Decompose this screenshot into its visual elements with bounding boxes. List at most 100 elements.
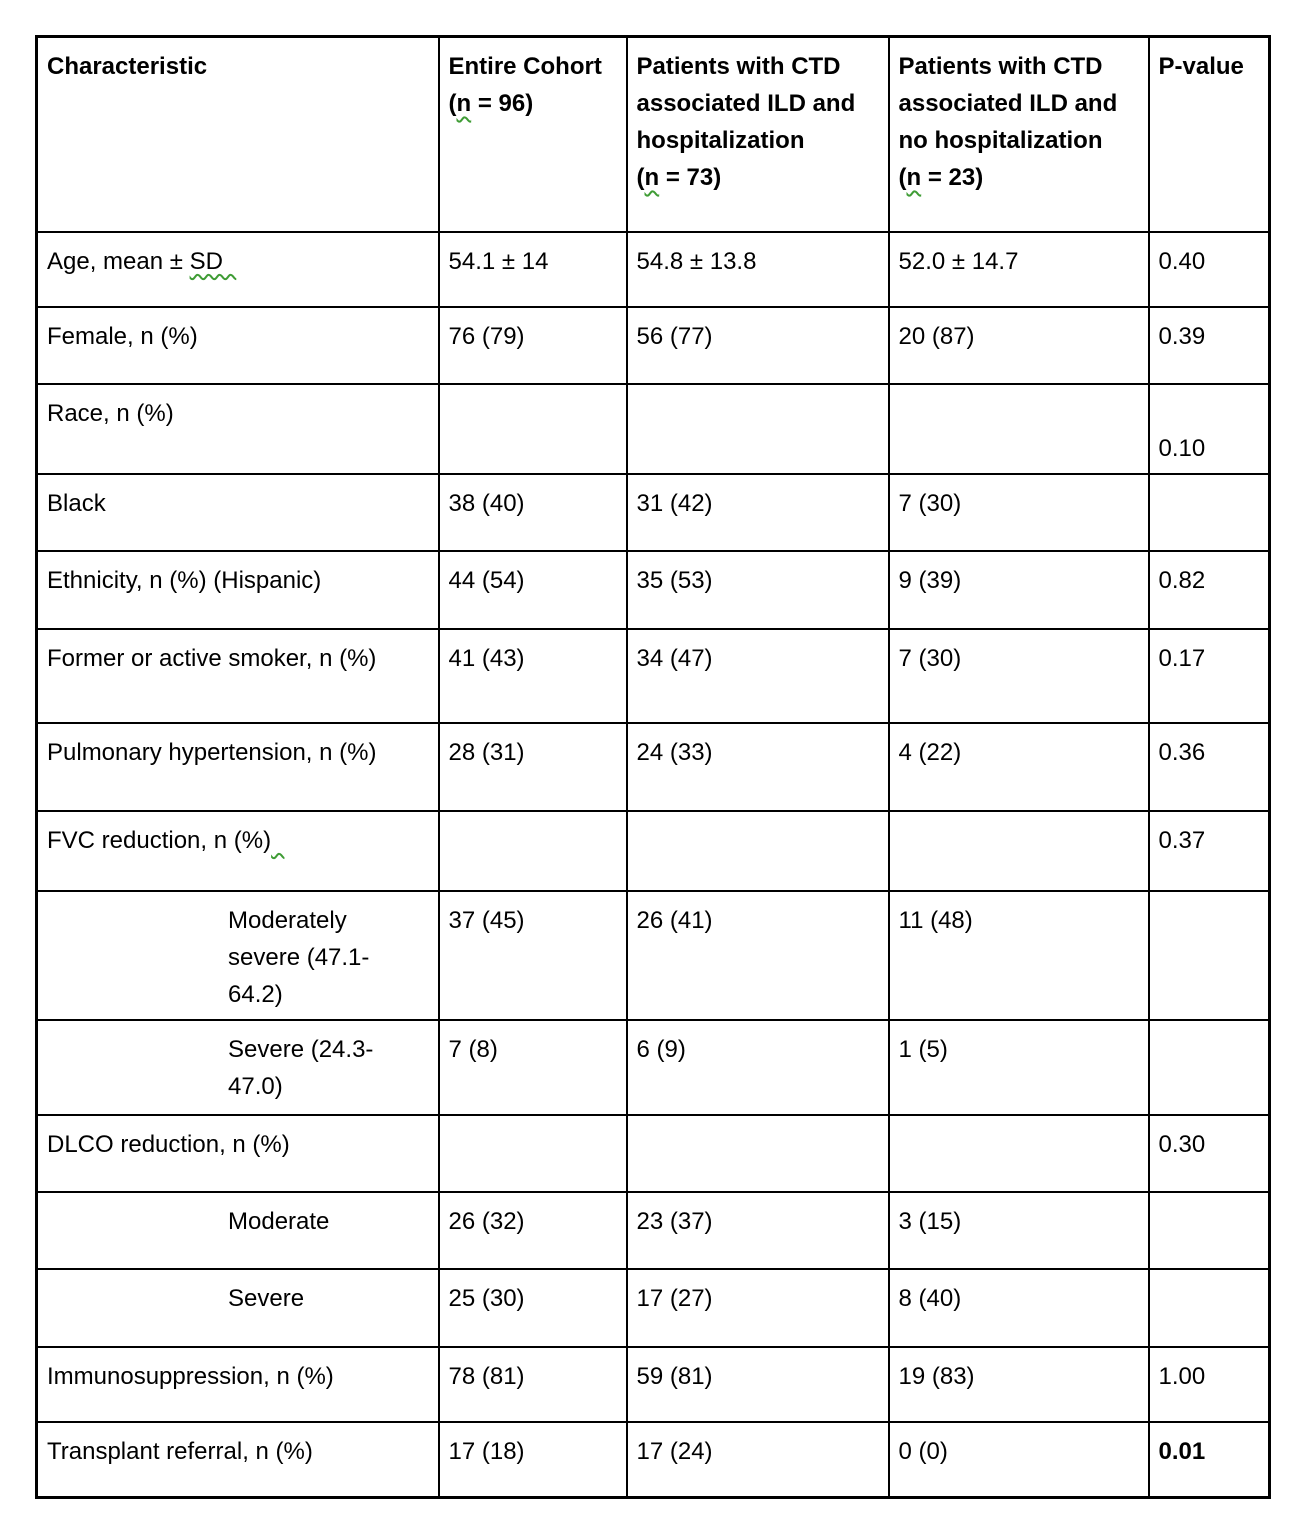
row-label-cell: Black	[35, 472, 440, 552]
data-cell: 11 (48)	[887, 889, 1150, 1021]
data-cell: 54.1 ± 14	[437, 230, 628, 308]
data-cell: 35 (53)	[625, 549, 890, 630]
row-label-cell: Moderately severe (47.1-64.2)	[35, 889, 440, 1021]
data-cell: 24 (33)	[625, 721, 890, 812]
row-label-cell: Transplant referral, n (%)	[35, 1420, 440, 1499]
pvalue-cell	[1147, 472, 1271, 552]
table-row-smoker: Former or active smoker, n (%) 41 (43) 3…	[35, 627, 1271, 724]
data-cell: 8 (40)	[887, 1267, 1150, 1348]
row-label-cell: Severe	[35, 1267, 440, 1348]
data-cell: 25 (30)	[437, 1267, 628, 1348]
row-label-cell: Moderate	[35, 1190, 440, 1270]
data-cell	[887, 1113, 1150, 1193]
header-cell-hospitalization: Patients with CTD associated ILD and hos…	[625, 35, 890, 233]
data-cell	[625, 809, 890, 892]
data-cell	[625, 1113, 890, 1193]
data-cell: 59 (81)	[625, 1345, 890, 1423]
header-text: = 96)	[471, 90, 534, 117]
header-text: Patients with CTD associated ILD and no …	[898, 53, 1118, 154]
data-cell: 7 (8)	[437, 1018, 628, 1116]
data-cell	[437, 809, 628, 892]
data-cell: 6 (9)	[625, 1018, 890, 1116]
header-text: Entire Cohort	[448, 53, 602, 80]
grammar-squiggle: n	[456, 90, 472, 117]
data-cell	[887, 382, 1150, 475]
header-text: (	[448, 90, 457, 117]
data-cell	[437, 382, 628, 475]
pvalue-cell	[1147, 889, 1271, 1021]
data-cell: 3 (15)	[887, 1190, 1150, 1270]
row-label-cell: Age, mean ± SD	[35, 230, 440, 308]
row-label-cell: Female, n (%)	[35, 305, 440, 385]
row-label-cell: DLCO reduction, n (%)	[35, 1113, 440, 1193]
data-cell: 17 (24)	[625, 1420, 890, 1499]
pvalue-cell	[1147, 1018, 1271, 1116]
data-cell	[887, 809, 1150, 892]
header-cell-no-hospitalization: Patients with CTD associated ILD and no …	[887, 35, 1150, 233]
row-label-cell: Severe (24.3-47.0)	[35, 1018, 440, 1116]
data-cell: 1 (5)	[887, 1018, 1150, 1116]
grammar-squiggle: SD	[189, 247, 237, 275]
data-cell: 17 (27)	[625, 1267, 890, 1348]
data-cell: 17 (18)	[437, 1420, 628, 1499]
data-cell: 26 (32)	[437, 1190, 628, 1270]
header-text: (	[898, 164, 907, 191]
row-label: FVC reduction, n (%)	[47, 826, 272, 854]
header-cell-characteristic: Characteristic	[35, 35, 440, 233]
row-label-cell: Race, n (%)	[35, 382, 440, 475]
table-row-dlco-moderate: Moderate 26 (32) 23 (37) 3 (15)	[35, 1190, 1271, 1270]
data-cell: 20 (87)	[887, 305, 1150, 385]
grammar-squiggle	[271, 827, 284, 854]
table-row-fvc-moderately-severe: Moderately severe (47.1-64.2) 37 (45) 26…	[35, 889, 1271, 1021]
data-cell: 0 (0)	[887, 1420, 1150, 1499]
pvalue-cell: 0.17	[1147, 627, 1271, 724]
header-cell-entire-cohort: Entire Cohort (n = 96)	[437, 35, 628, 233]
table-row-female: Female, n (%) 76 (79) 56 (77) 20 (87) 0.…	[35, 305, 1271, 385]
pvalue-cell: 0.37	[1147, 809, 1271, 892]
data-cell	[437, 1113, 628, 1193]
header-cell-pvalue: P-value	[1147, 35, 1271, 233]
table-row-dlco-reduction: DLCO reduction, n (%) 0.30	[35, 1113, 1271, 1193]
data-cell: 41 (43)	[437, 627, 628, 724]
data-cell: 78 (81)	[437, 1345, 628, 1423]
data-cell	[625, 382, 890, 475]
data-cell: 4 (22)	[887, 721, 1150, 812]
header-text: (	[636, 164, 645, 191]
pvalue-cell: 0.40	[1147, 230, 1271, 308]
data-cell: 7 (30)	[887, 627, 1150, 724]
row-label-cell: FVC reduction, n (%)	[35, 809, 440, 892]
header-text: = 73)	[659, 164, 722, 191]
table-row-dlco-severe: Severe 25 (30) 17 (27) 8 (40)	[35, 1267, 1271, 1348]
pvalue-cell: 0.30	[1147, 1113, 1271, 1193]
data-cell: 26 (41)	[625, 889, 890, 1021]
data-cell: 76 (79)	[437, 305, 628, 385]
row-label-cell: Ethnicity, n (%) (Hispanic)	[35, 549, 440, 630]
data-cell: 34 (47)	[625, 627, 890, 724]
data-cell: 44 (54)	[437, 549, 628, 630]
pvalue-cell	[1147, 1190, 1271, 1270]
row-label-cell: Former or active smoker, n (%)	[35, 627, 440, 724]
table-row-immunosuppression: Immunosuppression, n (%) 78 (81) 59 (81)…	[35, 1345, 1271, 1423]
table-row-ethnicity: Ethnicity, n (%) (Hispanic) 44 (54) 35 (…	[35, 549, 1271, 630]
data-cell: 37 (45)	[437, 889, 628, 1021]
pvalue-cell: 1.00	[1147, 1345, 1271, 1423]
pvalue-cell: 0.36	[1147, 721, 1271, 812]
pvalue-cell: 0.10	[1147, 382, 1271, 475]
data-cell: 54.8 ± 13.8	[625, 230, 890, 308]
row-label: Severe (24.3-47.0)	[228, 1035, 374, 1100]
data-cell: 7 (30)	[887, 472, 1150, 552]
data-cell: 31 (42)	[625, 472, 890, 552]
table-row-fvc-severe: Severe (24.3-47.0) 7 (8) 6 (9) 1 (5)	[35, 1018, 1271, 1116]
data-cell: 52.0 ± 14.7	[887, 230, 1150, 308]
header-row: Characteristic Entire Cohort (n = 96) Pat…	[35, 35, 1271, 233]
data-cell: 9 (39)	[887, 549, 1150, 630]
data-cell: 28 (31)	[437, 721, 628, 812]
table-row-transplant-referral: Transplant referral, n (%) 17 (18) 17 (2…	[35, 1420, 1271, 1499]
row-label: Age, mean ±	[47, 247, 190, 275]
data-cell: 23 (37)	[625, 1190, 890, 1270]
header-text: Patients with CTD associated ILD and hos…	[636, 53, 856, 154]
row-label-cell: Pulmonary hypertension, n (%)	[35, 721, 440, 812]
row-label: Moderately severe (47.1-64.2)	[228, 906, 370, 1008]
pvalue-cell: 0.01	[1147, 1420, 1271, 1499]
